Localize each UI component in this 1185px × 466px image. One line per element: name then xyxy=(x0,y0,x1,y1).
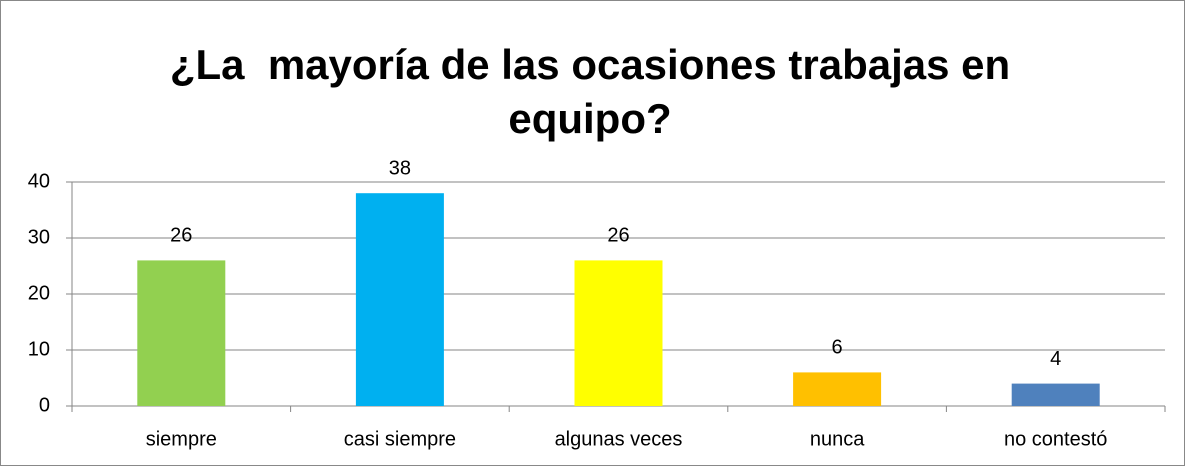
value-label: 4 xyxy=(1050,348,1061,370)
value-label: 26 xyxy=(170,225,192,247)
bar xyxy=(137,260,226,406)
y-tick-label: 10 xyxy=(28,338,50,360)
bar xyxy=(574,260,663,406)
bar xyxy=(355,193,444,406)
x-tick-label: siempre xyxy=(146,428,217,450)
x-tick-label: casi siempre xyxy=(344,428,456,450)
y-tick-label: 30 xyxy=(28,226,50,248)
value-label: 6 xyxy=(832,337,843,359)
bar xyxy=(1011,383,1100,406)
bar xyxy=(793,372,882,406)
value-label: 26 xyxy=(607,225,629,247)
x-tick-label: nunca xyxy=(810,428,865,450)
y-tick-label: 20 xyxy=(28,282,50,304)
chart-title: ¿La mayoría de las ocasiones trabajas en… xyxy=(169,41,1022,142)
value-label: 38 xyxy=(389,157,411,179)
y-tick-label: 0 xyxy=(39,394,50,416)
y-tick-label: 40 xyxy=(28,170,50,192)
x-tick-label: algunas veces xyxy=(555,428,683,450)
x-tick-label: no contestó xyxy=(1004,428,1107,450)
